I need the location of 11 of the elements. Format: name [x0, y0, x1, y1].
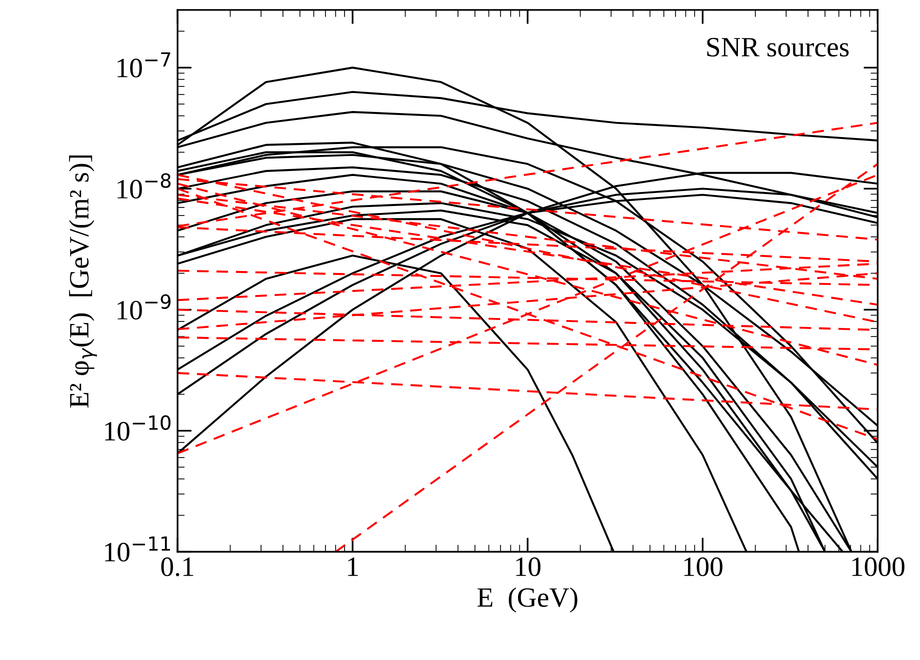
x-tick-label: 10 [516, 557, 540, 576]
y-tick-label: 10$^{−8}$ [118, 173, 171, 199]
x-tick-label: 100 [684, 557, 722, 576]
y-tick-label: 10$^{−7}$ [118, 52, 170, 78]
x-tick-label: 1 [348, 558, 358, 576]
x-axis-title: E (GeV) [478, 587, 578, 613]
y-axis-title: E² φ$_{γ}$(E) [GeV/(m² s)] [69, 156, 97, 408]
y-tick-label: 10$^{−9}$ [118, 294, 171, 320]
y-tick-label: 10$^{−10}$ [105, 415, 170, 441]
x-tick-label: 1000 [852, 557, 904, 576]
annotation: SNR sources [707, 38, 849, 57]
